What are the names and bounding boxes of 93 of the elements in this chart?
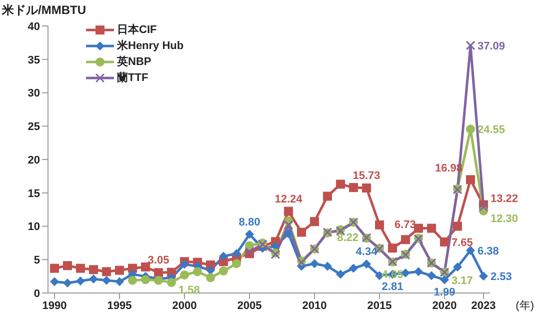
point xyxy=(63,278,72,288)
x-tick-label: 1995 xyxy=(107,300,132,312)
point xyxy=(102,276,111,285)
x-tick-label: 2023 xyxy=(471,300,496,312)
legend-label: 英NBP xyxy=(117,54,152,70)
point xyxy=(102,267,111,276)
x-tick-label: 1990 xyxy=(42,300,67,312)
data-label: 12.30 xyxy=(490,212,518,225)
point xyxy=(50,277,59,286)
point xyxy=(440,237,449,246)
data-label: 2.81 xyxy=(382,281,404,294)
point xyxy=(180,270,189,280)
x-axis-title: (年) xyxy=(516,299,534,313)
point xyxy=(63,261,72,270)
point xyxy=(310,217,319,226)
point xyxy=(115,277,124,286)
point xyxy=(414,267,423,276)
point xyxy=(453,222,462,231)
data-label: 8.22 xyxy=(337,232,358,244)
point xyxy=(323,192,332,201)
point xyxy=(180,260,189,269)
point xyxy=(141,275,150,284)
point xyxy=(336,180,345,189)
point xyxy=(401,235,410,244)
data-label: 8.80 xyxy=(238,216,260,228)
x-tick-label: 2010 xyxy=(302,300,327,312)
point xyxy=(453,262,462,272)
point xyxy=(323,262,332,271)
data-label: 12.24 xyxy=(274,193,304,206)
y-tick-label: 5 xyxy=(34,254,40,267)
data-label: 3.17 xyxy=(452,274,473,287)
point xyxy=(336,270,345,279)
point xyxy=(232,249,241,258)
legend-label: 日本CIF xyxy=(117,22,157,38)
point xyxy=(219,252,228,261)
y-tick-label: 40 xyxy=(28,20,40,33)
point xyxy=(466,175,475,184)
point xyxy=(414,224,423,233)
point xyxy=(232,259,241,268)
point xyxy=(284,206,293,216)
point xyxy=(245,241,254,250)
data-label: 37.09 xyxy=(478,40,506,52)
x-tick-label: 2020 xyxy=(432,300,457,312)
point xyxy=(349,183,358,192)
y-tick-label: 0 xyxy=(34,288,40,300)
point xyxy=(362,260,371,269)
y-axis-title: 米ドル/MMBTU xyxy=(2,2,86,19)
y-tick-label: 25 xyxy=(28,121,40,134)
legend-label: 米Henry Hub xyxy=(117,38,184,54)
point xyxy=(219,266,228,276)
data-label: 7.65 xyxy=(452,236,473,249)
data-label: 6.38 xyxy=(478,245,499,258)
data-label: 3.05 xyxy=(148,254,170,267)
point xyxy=(193,267,202,276)
x-tick-label: 2015 xyxy=(367,300,392,312)
point xyxy=(440,275,449,284)
point xyxy=(466,124,475,134)
point xyxy=(76,264,85,273)
point xyxy=(89,265,98,274)
data-label: 4.34 xyxy=(356,246,378,258)
point xyxy=(349,264,358,273)
x-tick-label: 2000 xyxy=(172,300,197,312)
point xyxy=(297,228,306,237)
point xyxy=(388,244,397,253)
point xyxy=(310,259,319,268)
legend-label: 蘭TTF xyxy=(117,70,148,86)
point xyxy=(50,264,59,273)
y-tick-label: 30 xyxy=(28,88,40,100)
x-tick-label: 2005 xyxy=(237,300,262,312)
point xyxy=(115,266,124,275)
point xyxy=(154,268,163,278)
point xyxy=(284,229,293,238)
point xyxy=(375,220,384,230)
y-tick-label: 35 xyxy=(28,54,40,66)
data-label: 13.22 xyxy=(490,192,518,205)
point xyxy=(466,246,475,255)
y-tick-label: 20 xyxy=(28,154,40,166)
data-label: 1.99 xyxy=(434,286,456,299)
point xyxy=(206,273,215,282)
point xyxy=(167,278,176,287)
y-tick-label: 10 xyxy=(28,221,40,234)
point xyxy=(128,276,137,285)
point xyxy=(427,224,436,233)
data-label: 15.73 xyxy=(352,170,380,182)
point xyxy=(479,272,488,281)
point xyxy=(245,230,254,239)
point xyxy=(362,184,371,192)
y-tick-label: 15 xyxy=(28,188,40,200)
point xyxy=(89,274,98,284)
data-label: 2.53 xyxy=(490,271,512,284)
point xyxy=(76,276,85,286)
point xyxy=(141,262,150,272)
point xyxy=(427,271,436,280)
